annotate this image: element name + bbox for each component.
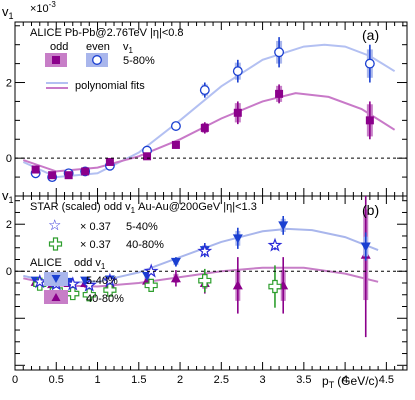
alice-legend: ALICE odd v1 5-40% 40-80%	[30, 257, 124, 305]
legend-centrality: 5-80%	[123, 55, 155, 67]
legend-even-marker	[92, 55, 102, 65]
star-40-80-point	[103, 283, 117, 297]
star-5-40-point	[81, 277, 97, 292]
panel-a: 0 2 v1 ×10-3 (a) ALICE Pb-Pb@2.76TeV |η|<…	[2, 0, 408, 197]
odd-point	[233, 108, 242, 117]
star-40-80-point	[198, 274, 212, 288]
star-legend-star-marker: ☆	[48, 216, 61, 234]
panel-b-x-tick-label: 2	[177, 374, 183, 386]
panel-b-x-tick-label: 1	[94, 374, 100, 386]
alice-5-40-point	[170, 257, 181, 267]
odd-point	[81, 167, 90, 176]
alice-legend-peripheral-marker	[51, 293, 61, 301]
alice-5-40-point	[80, 276, 91, 286]
star-legend-cross-marker	[48, 237, 63, 251]
alice-5-40-point	[360, 242, 371, 252]
panel-b-y-tick-label: 0	[6, 266, 12, 278]
panel-b-x-tick-label: 0.5	[49, 374, 64, 386]
panel-b-ylabel: v1	[2, 188, 14, 205]
panel-b-header: STAR (scaled) odd v1 Au-Au@200GeV |η|<1.3	[30, 201, 257, 215]
fit-curve-even	[22, 43, 396, 179]
fit-curve-odd	[22, 92, 396, 173]
legend-even-label: even	[86, 41, 110, 53]
star-5-40-point	[102, 272, 118, 287]
odd-point	[275, 89, 284, 98]
alice-5-40-point	[278, 221, 289, 231]
star-5-40-point	[65, 276, 81, 291]
even-point	[274, 47, 285, 58]
star-40-80-point	[82, 288, 96, 302]
odd-point	[143, 152, 152, 161]
fit-curve-40-80	[23, 266, 379, 288]
star-40-80-point	[268, 279, 282, 294]
even-point	[199, 85, 210, 96]
panel-a-exponent: ×10-3	[30, 0, 56, 15]
odd-point	[64, 171, 73, 180]
star-legend: ☆ × 0.37 5-40% × 0.37 40-80%	[48, 216, 164, 251]
legend-odd-marker	[52, 56, 60, 64]
panel-b-x-tick-label: 0	[12, 374, 18, 386]
panel-b-x-tick-label: 4.5	[379, 374, 394, 386]
odd-point	[365, 116, 374, 125]
panel-a-ylabel: v1	[2, 4, 14, 21]
even-point	[364, 58, 375, 69]
alice-legend-central-label: 5-40%	[86, 275, 118, 287]
panel-a-label: (a)	[362, 27, 379, 43]
odd-point	[171, 140, 180, 149]
even-point	[232, 66, 243, 77]
panel-a-y-tick-label: 0	[6, 153, 12, 165]
star-5-40-point	[143, 263, 159, 278]
star-40-80-point	[144, 278, 158, 292]
star-5-40-point	[267, 237, 283, 252]
alice-5-40-point	[232, 234, 243, 244]
even-point	[170, 121, 181, 131]
panel-b-xlabel: pT (GeV/c)	[322, 374, 379, 390]
alice-40-80-point	[232, 280, 243, 290]
legend-v1-label: v1	[123, 41, 134, 55]
panel-b-label: (b)	[362, 202, 379, 218]
alice-40-80-point	[170, 273, 181, 283]
star-5-40-point	[197, 243, 213, 258]
panel-a-header: ALICE Pb-Pb@2.76TeV |η|<0.8	[30, 27, 184, 39]
panel-b-x-tick-label: 1.5	[131, 374, 146, 386]
alice-legend-title: ALICE	[30, 257, 62, 269]
panel-b-x-tick-label: 3	[260, 374, 266, 386]
star-legend-centrality-1: 5-40%	[126, 221, 158, 233]
star-legend-centrality-2: 40-80%	[126, 239, 164, 251]
legend-odd-label: odd	[50, 41, 68, 53]
odd-point	[200, 123, 209, 132]
alice-legend-central-marker	[51, 275, 61, 283]
panel-b-x-tick-label: 3.5	[296, 374, 311, 386]
alice-legend-odd-label: odd v1	[74, 257, 106, 271]
panel-a-legend: odd even v1 5-80% polynomial fits	[45, 41, 155, 92]
star-legend-scale-2: × 0.37	[80, 239, 111, 251]
panel-b-x-tick-label: 2.5	[214, 374, 229, 386]
legend-fit-label: polynomial fits	[75, 80, 145, 92]
odd-point	[105, 157, 114, 166]
odd-point	[31, 165, 40, 174]
star-legend-scale-1: × 0.37	[80, 221, 111, 233]
odd-point	[48, 171, 57, 180]
alice-legend-peripheral-label: 40-80%	[86, 293, 124, 305]
panel-b-y-tick-label: 2	[6, 219, 12, 231]
panel-b: 0 0.5 1 1.5 2 2.5 3 3.5 4 4.5 0 2 v1 (b) STAR (scal…	[2, 188, 408, 390]
panel-a-y-tick-label: 2	[6, 78, 12, 90]
panel-b-x-tick-label: 4	[342, 374, 348, 386]
